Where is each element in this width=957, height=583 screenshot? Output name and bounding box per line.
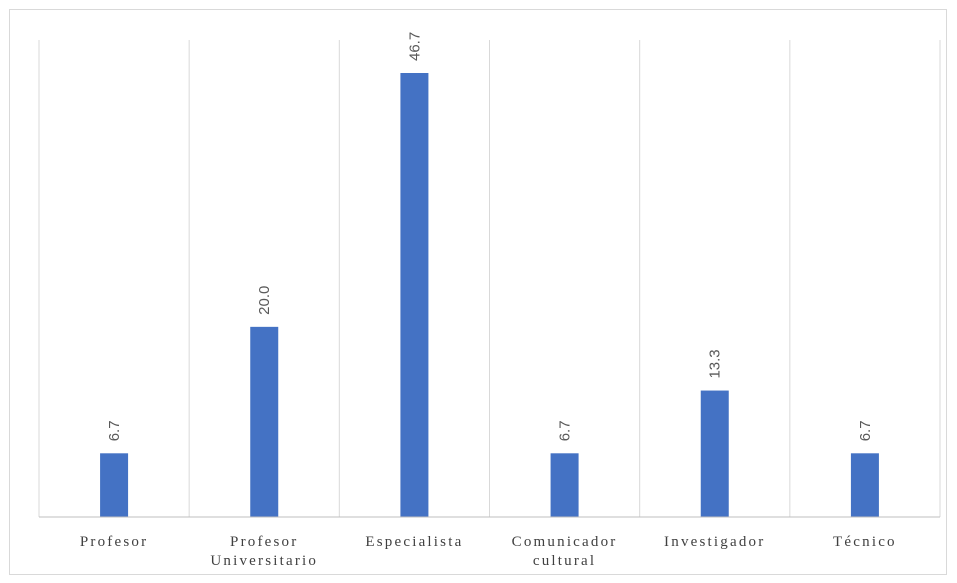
data-label: 6.7 [106, 420, 123, 441]
data-label: 6.7 [557, 420, 574, 441]
category-label: Universitario [210, 553, 318, 569]
category-label: Investigador [664, 534, 765, 550]
category-label: Profesor [80, 534, 148, 550]
category-label: Especialista [365, 534, 463, 550]
category-labels: Profesor Profesor Universitario Especialist… [80, 534, 897, 569]
bar [100, 453, 129, 517]
category-label: Comunicador [512, 534, 618, 550]
bar [700, 390, 729, 517]
data-label: 46.7 [406, 32, 423, 61]
category-label: cultural [533, 553, 596, 569]
bars [100, 73, 879, 517]
chart-frame [9, 9, 947, 575]
category-label: Profesor [230, 534, 298, 550]
category-label: Técnico [833, 534, 897, 550]
bar [550, 453, 579, 517]
data-label: 20.0 [256, 286, 273, 315]
bar [400, 73, 429, 517]
bar [850, 453, 879, 517]
value-labels: 6.7 20.0 46.7 6.7 13.3 6.7 [106, 32, 874, 442]
bar [250, 326, 279, 517]
data-label: 13.3 [707, 349, 724, 378]
grid-lines [38, 40, 941, 517]
data-label: 6.7 [857, 420, 874, 441]
